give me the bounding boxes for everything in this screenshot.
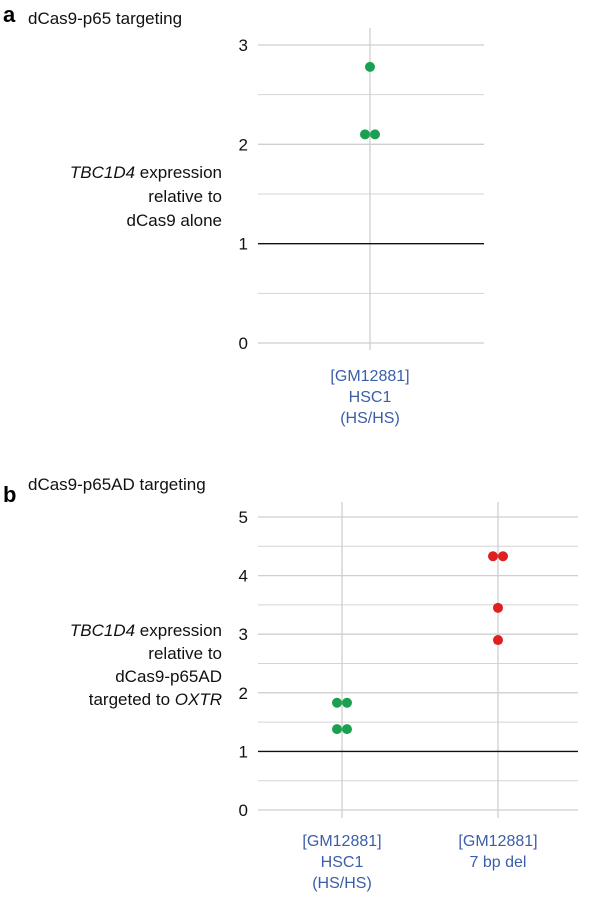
y-axis-label-segment: dCas9-p65AD: [115, 667, 222, 686]
category-label-line: 7 bp del: [470, 854, 527, 871]
y-axis-label-line: relative to: [148, 644, 222, 663]
data-point: [332, 697, 342, 708]
y-axis-label-segment: OXTR: [175, 690, 222, 709]
y-axis-label-segment: relative to: [148, 187, 222, 206]
y-tick-label: 3: [239, 625, 248, 644]
data-point: [360, 129, 370, 140]
y-axis-label-line: dCas9 alone: [127, 211, 222, 230]
y-axis-label-line: TBC1D4 expression: [70, 621, 222, 640]
data-point: [370, 129, 380, 140]
category-label-line: (HS/HS): [340, 410, 400, 427]
y-tick-label: 3: [239, 36, 248, 55]
y-axis-label-segment: relative to: [148, 644, 222, 663]
data-point: [365, 61, 375, 72]
y-axis-label-line: targeted to OXTR: [89, 690, 222, 709]
y-tick-label: 2: [239, 135, 248, 154]
y-axis-label-segment: TBC1D4: [70, 163, 135, 182]
y-tick-label: 0: [239, 801, 248, 820]
y-axis-label-segment: TBC1D4: [70, 621, 135, 640]
panel-letter: b: [3, 482, 16, 507]
y-tick-label: 1: [239, 235, 248, 254]
y-axis-label-segment: expression: [135, 163, 222, 182]
y-tick-label: 4: [239, 567, 248, 586]
y-axis-label-segment: expression: [135, 621, 222, 640]
y-axis-label-segment: dCas9 alone: [127, 211, 222, 230]
panel-b: b dCas9-p65AD targeting 0 1 2 3 4 5 TBC1D4 expre…: [3, 475, 578, 892]
y-axis-label-line: TBC1D4 expression: [70, 163, 222, 182]
category-label-line: HSC1: [321, 854, 364, 871]
data-point: [342, 724, 352, 735]
category-label-line: [GM12881]: [302, 833, 381, 850]
y-tick-label: 0: [239, 334, 248, 353]
category-label-line: HSC1: [349, 389, 392, 406]
y-tick-label: 2: [239, 684, 248, 703]
data-point: [332, 724, 342, 735]
y-tick-label: 5: [239, 508, 248, 527]
panel-a: a dCas9-p65 targeting 0 1 2 3 TBC1D4 expressio…: [3, 2, 484, 427]
panel-letter: a: [3, 2, 16, 27]
data-point: [342, 697, 352, 708]
category-label-line: (HS/HS): [312, 875, 372, 892]
data-point: [488, 551, 498, 562]
category-label-line: [GM12881]: [458, 833, 537, 850]
y-axis-label-line: dCas9-p65AD: [115, 667, 222, 686]
data-point: [493, 602, 503, 613]
panel-title: dCas9-p65 targeting: [28, 9, 182, 28]
data-point: [498, 551, 508, 562]
data-point: [493, 635, 503, 646]
category-label-line: [GM12881]: [330, 368, 409, 385]
y-axis-label-segment: targeted to: [89, 690, 175, 709]
y-tick-label: 1: [239, 742, 248, 761]
y-axis-label-line: relative to: [148, 187, 222, 206]
panel-title: dCas9-p65AD targeting: [28, 475, 206, 494]
